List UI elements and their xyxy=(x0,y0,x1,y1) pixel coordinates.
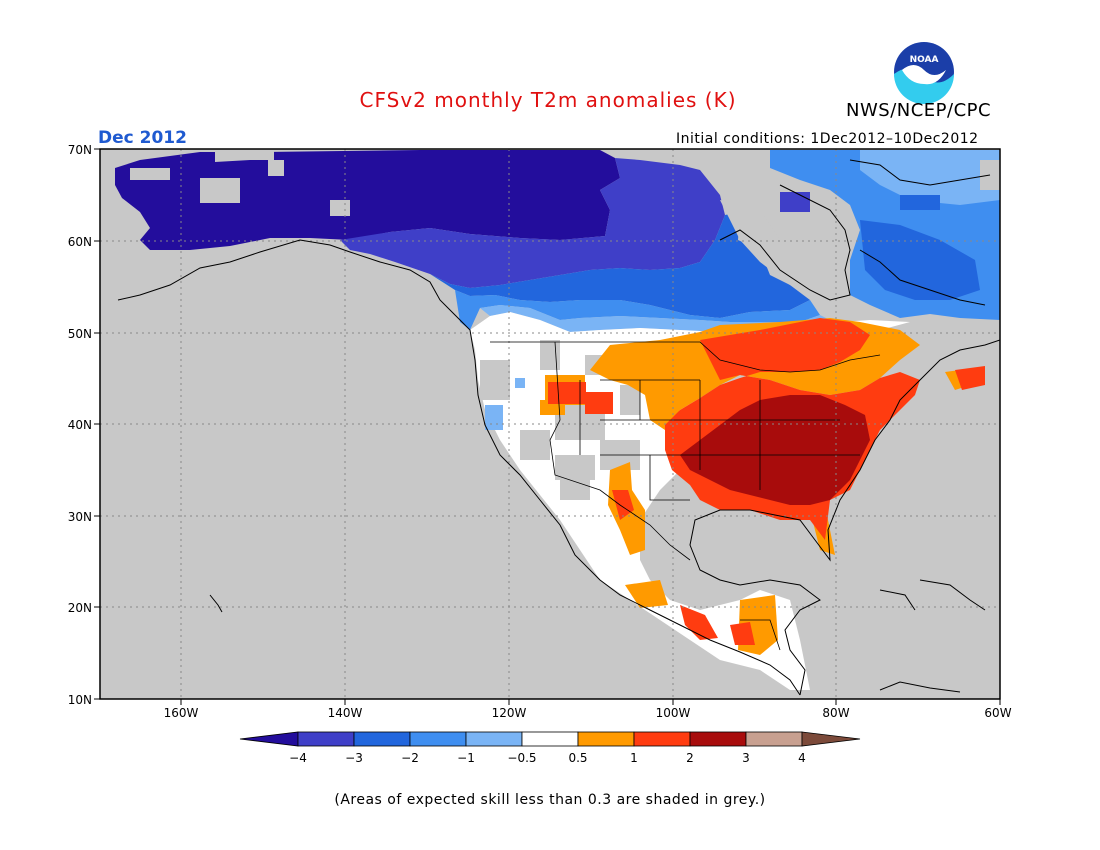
lat-label: 70N xyxy=(68,143,92,157)
lon-label: 160W xyxy=(164,706,199,720)
lat-label: 60N xyxy=(68,235,92,249)
month-label: Dec 2012 xyxy=(98,128,187,148)
lat-label: 10N xyxy=(68,693,92,707)
colorbar-segment xyxy=(353,731,411,747)
colorbar-segment xyxy=(801,731,861,747)
lon-label: 120W xyxy=(492,706,527,720)
colorbar-tick-label: 3 xyxy=(742,751,750,765)
colorbar-tick-label: 4 xyxy=(798,751,806,765)
colorbar-tick-label: 2 xyxy=(686,751,694,765)
noaa-logo: NOAA xyxy=(894,42,954,104)
lon-label: 100W xyxy=(656,706,691,720)
lat-label: 20N xyxy=(68,601,92,615)
colorbar-segment xyxy=(409,731,467,747)
footnote: (Areas of expected skill less than 0.3 a… xyxy=(334,792,766,808)
lat-label: 40N xyxy=(68,418,92,432)
colorbar-segment xyxy=(465,731,523,747)
colorbar-tick-label: −0.5 xyxy=(507,751,536,765)
graticule xyxy=(100,149,1000,699)
borders xyxy=(490,341,881,651)
anomaly-map: 70N 60N 50N 40N 30N 20N 10N 160W 140W 12… xyxy=(68,143,1012,720)
colorbar-tick-label: −4 xyxy=(289,751,307,765)
agency-label: NWS/NCEP/CPC xyxy=(846,100,992,121)
chart-title: CFSv2 monthly T2m anomalies (K) xyxy=(359,88,737,112)
colorbar: −4 −3 −2 −1 −0.5 0.5 1 2 3 4 xyxy=(239,731,861,765)
logo-text: NOAA xyxy=(910,55,939,65)
colorbar-segment xyxy=(577,731,635,747)
anomaly-region-minus3 xyxy=(340,158,725,288)
colorbar-segment xyxy=(745,731,803,747)
anomaly-region-minus1 xyxy=(455,290,820,330)
colorbar-segment xyxy=(633,731,691,747)
colorbar-tick-label: −1 xyxy=(457,751,475,765)
colorbar-segment xyxy=(239,731,299,747)
colorbar-tick-label: −3 xyxy=(345,751,363,765)
colorbar-tick-label: 0.5 xyxy=(568,751,587,765)
anomaly-region-minus2 xyxy=(430,212,810,318)
coastlines xyxy=(117,159,1000,696)
colorbar-segment xyxy=(689,731,747,747)
initial-conditions: Initial conditions: 1Dec2012–10Dec2012 xyxy=(676,131,979,147)
lat-label: 30N xyxy=(68,510,92,524)
colorbar-tick-label: 1 xyxy=(630,751,638,765)
colorbar-tick-label: −2 xyxy=(401,751,419,765)
lon-label: 140W xyxy=(328,706,363,720)
anomaly-region-plus2 xyxy=(680,395,870,505)
lat-label: 50N xyxy=(68,327,92,341)
lon-label: 80W xyxy=(822,706,849,720)
anomaly-region-minus4 xyxy=(115,150,620,250)
colorbar-segment xyxy=(297,731,355,747)
colorbar-segment xyxy=(521,731,579,747)
lon-label: 60W xyxy=(984,706,1011,720)
